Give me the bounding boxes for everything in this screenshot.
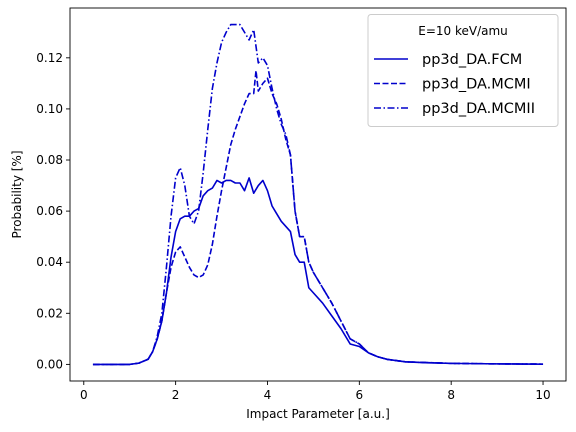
legend-label-1: pp3d_DA.FCM	[422, 52, 522, 68]
x-tick-label: 2	[172, 388, 180, 402]
x-tick-label: 6	[356, 388, 364, 402]
y-tick-label: 0.12	[36, 51, 63, 65]
series-line-3	[92, 23, 544, 366]
plot-frame	[69, 7, 567, 382]
legend: E=10 keV/amu pp3d_DA.FCM pp3d_DA.MCMI pp3d…	[367, 14, 559, 127]
series-lines	[92, 23, 544, 366]
legend-label-2: pp3d_DA.MCMI	[422, 77, 531, 93]
x-tick-label: 10	[535, 388, 550, 402]
y-tick-label: 0.00	[36, 357, 63, 371]
y-axis-label: Probability [%]	[10, 150, 24, 238]
legend-label-3: pp3d_DA.MCMII	[422, 101, 535, 117]
y-tick-label: 0.08	[36, 153, 63, 167]
series-line-1	[92, 177, 544, 366]
legend-box	[367, 14, 559, 127]
y-axis-ticks: 0.00 0.02 0.04 0.06 0.08 0.10 0.12	[36, 51, 70, 371]
x-axis-ticks: 0 2 4 6 8 10	[80, 381, 551, 402]
x-tick-label: 4	[264, 388, 272, 402]
y-tick-label: 0.06	[36, 204, 63, 218]
y-tick-label: 0.10	[36, 102, 63, 116]
legend-title: E=10 keV/amu	[418, 24, 508, 38]
x-tick-label: 8	[447, 388, 455, 402]
x-tick-label: 0	[80, 388, 88, 402]
y-tick-label: 0.04	[36, 255, 63, 269]
x-axis-label: Impact Parameter [a.u.]	[246, 407, 390, 421]
y-tick-label: 0.02	[36, 306, 63, 320]
